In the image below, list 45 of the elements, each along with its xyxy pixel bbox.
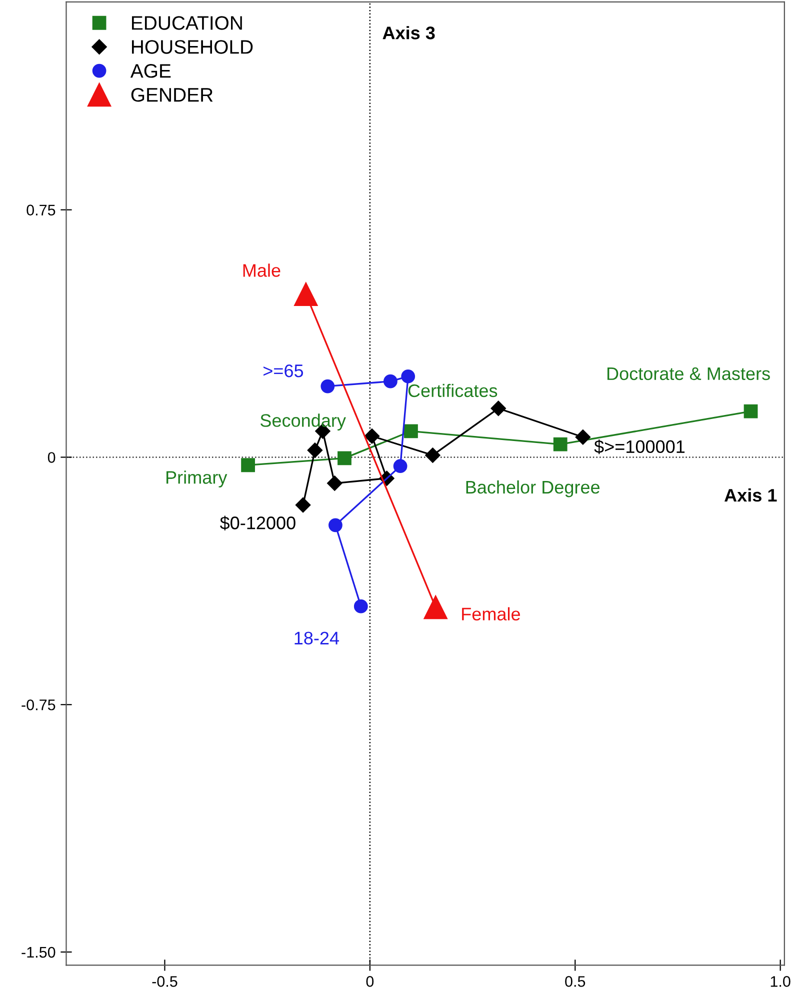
point [553,437,568,452]
x-tick-label: 0 [366,976,374,987]
annotation: Male [243,264,280,277]
point [424,595,448,620]
annotation: $>=100001 [594,440,685,454]
annotation: Bachelor Degree [466,480,600,498]
y-tick-label: 0.75 [26,204,56,216]
x-tick-label: -0.5 [152,976,178,987]
x-tick-label: 0.5 [565,976,586,987]
point [338,451,352,466]
point [364,428,380,444]
point [294,282,318,306]
point [575,430,590,445]
point [327,476,342,491]
point [425,448,440,463]
x-tick-label: 1.0 [770,976,790,987]
annotation: Primary [166,470,228,488]
point [384,374,398,388]
annotation: >=65 [264,364,304,378]
point [241,458,255,472]
point [307,442,323,458]
point [393,459,408,474]
y-tick-label: -0.75 [22,699,56,710]
point [328,518,342,532]
y-tick-label: -1.50 [22,946,56,958]
legend-label: GENDER [131,88,213,102]
annotation: $0-12000 [220,516,296,530]
legend-label: HOUSEHOLD [132,40,253,54]
point [401,369,416,384]
x-axis-title: Axis 1 [724,488,777,502]
point [490,400,506,416]
point [295,497,311,513]
point [404,424,418,438]
annotation: Certificates [408,384,498,398]
annotation: Doctorate & Masters [607,367,770,380]
y-axis-title: Axis 3 [382,26,435,40]
point [320,379,335,394]
y-tick-label: 0 [48,452,56,463]
legend-label: AGE [130,64,171,78]
legend-label: EDUCATION [132,16,242,30]
annotation: 18-24 [294,632,340,644]
annotation: Female [462,607,520,620]
point [354,599,368,614]
annotation: Secondary [260,414,346,431]
point [744,404,758,418]
